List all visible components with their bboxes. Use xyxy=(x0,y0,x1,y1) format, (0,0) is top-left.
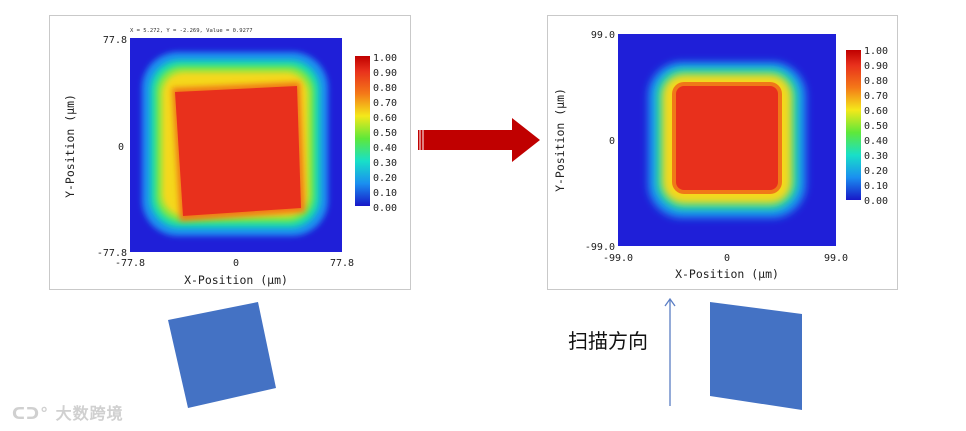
profile-hot-region xyxy=(676,86,778,190)
colorbar-tick: 0.80 xyxy=(864,76,888,87)
colorbar-ticks: 1.00 0.90 0.80 0.70 0.60 0.50 0.40 0.30 … xyxy=(864,46,888,207)
x-tick: 99.0 xyxy=(824,253,848,264)
colorbar-tick: 1.00 xyxy=(864,46,888,57)
colorbar-tick: 0.10 xyxy=(864,181,888,192)
colorbar-tick: 0.60 xyxy=(864,106,888,117)
transform-arrow xyxy=(418,118,540,162)
y-tick: 0 xyxy=(118,142,124,153)
colorbar xyxy=(355,56,370,206)
colorbar-tick: 0.50 xyxy=(864,121,888,132)
watermark: ᑕᑐ° 大数跨境 xyxy=(12,400,124,424)
x-tick: 77.8 xyxy=(330,258,354,269)
colorbar-tick: 0.10 xyxy=(373,188,397,199)
y-axis-label: Y-Position (µm) xyxy=(63,94,77,198)
colorbar-tick: 0.00 xyxy=(373,203,397,214)
colorbar-tick: 0.00 xyxy=(864,196,888,207)
y-tick: 77.8 xyxy=(103,35,127,46)
colorbar-tick: 0.60 xyxy=(373,113,397,124)
colorbar-tick: 0.90 xyxy=(373,68,397,79)
colorbar-tick: 0.40 xyxy=(864,136,888,147)
skewed-shape xyxy=(710,302,802,410)
x-axis-label: X-Position (µm) xyxy=(675,267,779,281)
rotated-square-shape xyxy=(168,302,276,408)
colorbar-tick: 0.30 xyxy=(373,158,397,169)
y-tick: 99.0 xyxy=(591,30,615,41)
colorbar-tick: 0.20 xyxy=(864,166,888,177)
cursor-readout: X = 5.272, Y = -2.269, Value = 0.9277 xyxy=(130,28,253,34)
scan-direction-label: 扫描方向 xyxy=(568,329,648,353)
colorbar-tick: 0.70 xyxy=(864,91,888,102)
right-beam-profile-panel: 1.00 0.90 0.80 0.70 0.60 0.50 0.40 0.30 … xyxy=(547,15,898,290)
colorbar-tick: 0.90 xyxy=(864,61,888,72)
x-tick: -99.0 xyxy=(603,253,633,264)
colorbar-tick: 1.00 xyxy=(373,53,397,64)
y-tick: -99.0 xyxy=(585,242,615,253)
right-beam-profile-chart: 1.00 0.90 0.80 0.70 0.60 0.50 0.40 0.30 … xyxy=(553,30,888,281)
y-tick: -77.8 xyxy=(97,248,127,259)
left-beam-profile-panel: X = 5.272, Y = -2.269, Value = 0.9277 1.… xyxy=(49,15,411,290)
left-beam-profile-chart: X = 5.272, Y = -2.269, Value = 0.9277 1.… xyxy=(63,28,397,287)
watermark-logo-icon: ᑕᑐ° xyxy=(12,404,50,423)
y-axis-label: Y-Position (µm) xyxy=(553,88,567,192)
x-axis-label: X-Position (µm) xyxy=(184,273,288,287)
colorbar-tick: 0.80 xyxy=(373,83,397,94)
colorbar-tick: 0.20 xyxy=(373,173,397,184)
colorbar-ticks: 1.00 0.90 0.80 0.70 0.60 0.50 0.40 0.30 … xyxy=(373,53,397,214)
watermark-text: 大数跨境 xyxy=(55,404,124,423)
x-tick: 0 xyxy=(724,253,730,264)
colorbar-tick: 0.30 xyxy=(864,151,888,162)
profile-hot-region xyxy=(175,86,301,216)
colorbar xyxy=(846,50,861,200)
x-tick: 0 xyxy=(233,258,239,269)
colorbar-tick: 0.70 xyxy=(373,98,397,109)
y-tick: 0 xyxy=(609,136,615,147)
colorbar-tick: 0.40 xyxy=(373,143,397,154)
scan-direction-arrow-icon xyxy=(664,297,676,406)
x-tick: -77.8 xyxy=(115,258,145,269)
colorbar-tick: 0.50 xyxy=(373,128,397,139)
